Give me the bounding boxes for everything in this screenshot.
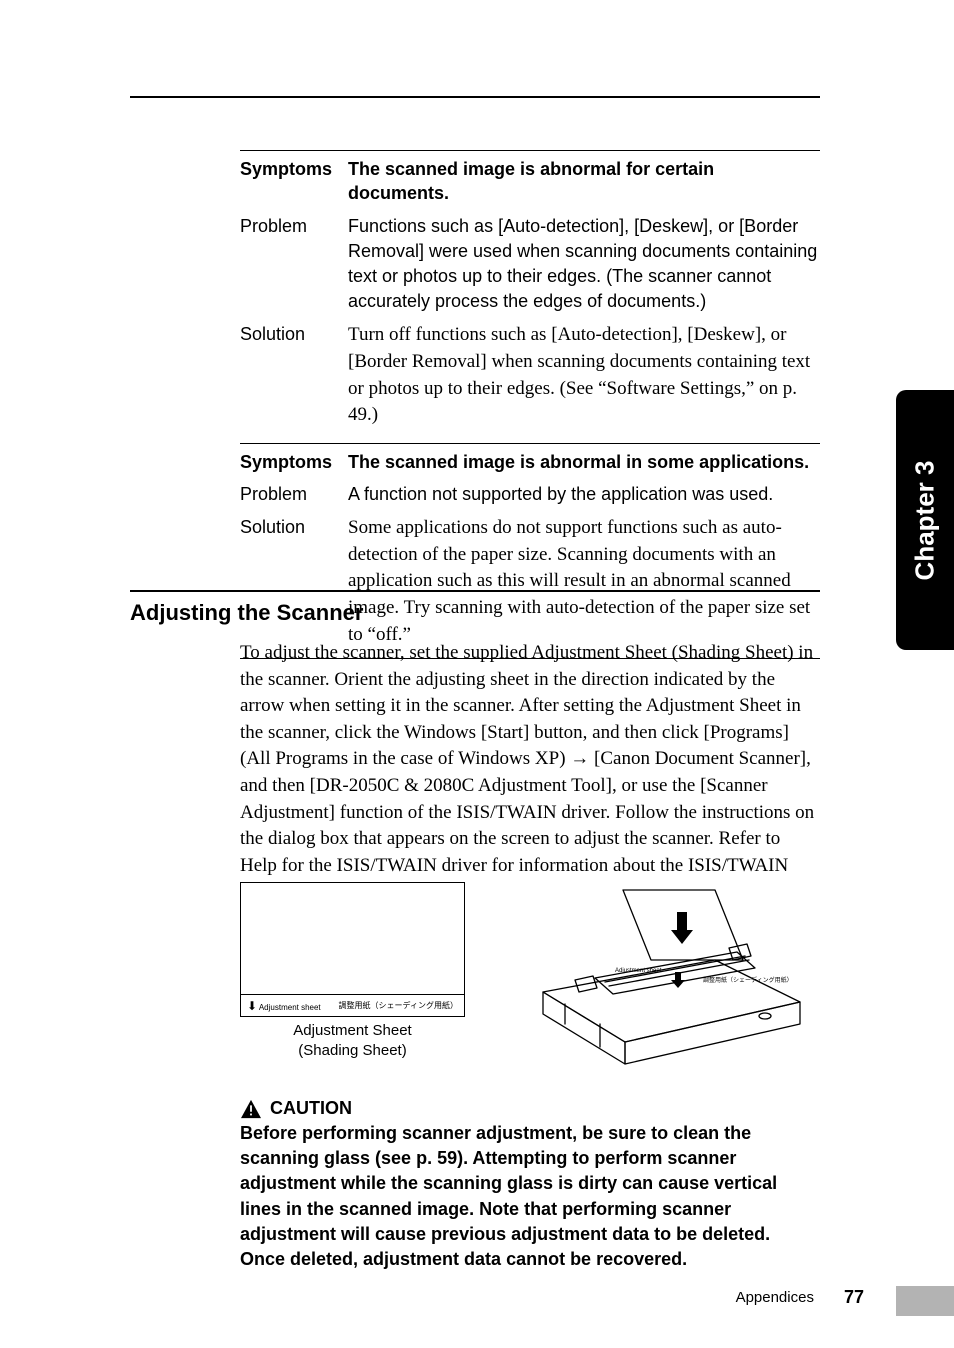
- adjustment-sheet-footer: ⬇ Adjustment sheet 調整用紙（シェーディング用紙）: [241, 994, 464, 1016]
- adjustment-sheet-figure: ⬇ Adjustment sheet 調整用紙（シェーディング用紙） Adjus…: [240, 882, 465, 1077]
- section-heading: Adjusting the Scanner: [130, 590, 820, 626]
- solution-label: Solution: [240, 515, 348, 648]
- sheet-arrow-icon: ⬇ Adjustment sheet: [247, 999, 321, 1013]
- caution-body: Before performing scanner adjustment, be…: [240, 1121, 820, 1272]
- symptoms-label: Symptoms: [240, 157, 348, 206]
- footer-section-label: Appendices: [736, 1289, 814, 1306]
- caution-block: CAUTION Before performing scanner adjust…: [240, 1098, 820, 1272]
- caption-line2: (Shading Sheet): [298, 1042, 406, 1059]
- svg-text:調整用紙（シェーディング用紙）: 調整用紙（シェーディング用紙）: [703, 976, 793, 984]
- problem-label: Problem: [240, 482, 348, 507]
- solution-text: Some applications do not support functio…: [348, 515, 820, 648]
- svg-text:Adjustment sheet: Adjustment sheet: [615, 968, 662, 974]
- top-rule: [130, 96, 820, 98]
- page: Symptoms The scanned image is abnormal f…: [0, 0, 954, 1348]
- problem-text: A function not supported by the applicat…: [348, 482, 820, 507]
- symptoms-label: Symptoms: [240, 450, 348, 474]
- scanner-figure: Adjustment sheet 調整用紙（シェーディング用紙）: [505, 882, 805, 1077]
- warning-triangle-icon: [240, 1099, 262, 1119]
- symptoms-row: Symptoms The scanned image is abnormal i…: [240, 443, 820, 474]
- caption-line1: Adjustment Sheet: [293, 1022, 411, 1039]
- footer-edge-bar: [896, 1286, 954, 1316]
- problem-row: Problem Functions such as [Auto-detectio…: [240, 214, 820, 315]
- symptoms-text: The scanned image is abnormal in some ap…: [348, 450, 820, 474]
- problem-text: Functions such as [Auto-detection], [Des…: [348, 214, 820, 315]
- scanner-diagram-icon: Adjustment sheet 調整用紙（シェーディング用紙）: [505, 882, 805, 1072]
- adjustment-sheet-box: ⬇ Adjustment sheet 調整用紙（シェーディング用紙）: [240, 882, 465, 1017]
- sheet-right-label: 調整用紙（シェーディング用紙）: [339, 1000, 458, 1011]
- page-footer: Appendices 77: [0, 1287, 954, 1308]
- adjustment-sheet-caption: Adjustment Sheet (Shading Sheet): [240, 1021, 465, 1060]
- solution-label: Solution: [240, 322, 348, 428]
- caution-heading: CAUTION: [240, 1098, 820, 1119]
- chapter-tab-label: Chapter 3: [910, 460, 941, 580]
- figures: ⬇ Adjustment sheet 調整用紙（シェーディング用紙） Adjus…: [240, 882, 820, 1077]
- caution-label: CAUTION: [270, 1098, 352, 1119]
- troubleshooting-content: Symptoms The scanned image is abnormal f…: [240, 150, 820, 659]
- chapter-tab: Chapter 3: [896, 390, 954, 650]
- solution-row: Solution Turn off functions such as [Aut…: [240, 322, 820, 428]
- symptoms-text: The scanned image is abnormal for certai…: [348, 157, 820, 206]
- problem-row: Problem A function not supported by the …: [240, 482, 820, 507]
- footer-page-number: 77: [844, 1287, 864, 1308]
- body-paragraph: To adjust the scanner, set the supplied …: [240, 640, 820, 906]
- solution-row: Solution Some applications do not suppor…: [240, 515, 820, 659]
- symptoms-row: Symptoms The scanned image is abnormal f…: [240, 150, 820, 206]
- solution-text: Turn off functions such as [Auto-detecti…: [348, 322, 820, 428]
- sheet-left-label: Adjustment sheet: [259, 1003, 321, 1012]
- problem-label: Problem: [240, 214, 348, 315]
